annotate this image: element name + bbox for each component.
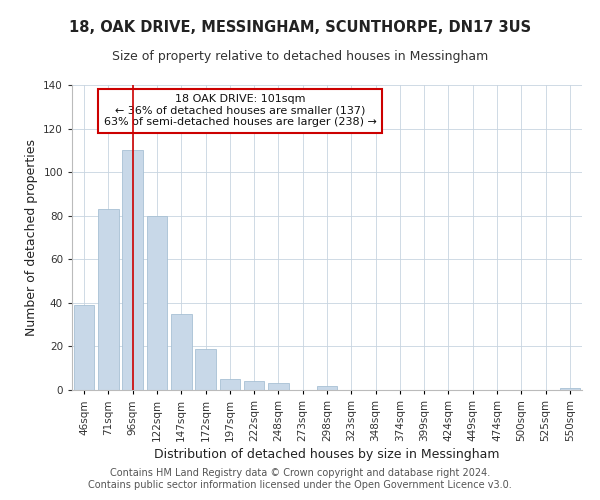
X-axis label: Distribution of detached houses by size in Messingham: Distribution of detached houses by size … [154,448,500,461]
Bar [244,382,265,390]
Y-axis label: Number of detached properties: Number of detached properties [25,139,38,336]
Bar [195,348,216,390]
Bar [98,209,119,390]
Bar [560,388,580,390]
Text: Contains HM Land Registry data © Crown copyright and database right 2024.
Contai: Contains HM Land Registry data © Crown c… [88,468,512,490]
Text: 18, OAK DRIVE, MESSINGHAM, SCUNTHORPE, DN17 3US: 18, OAK DRIVE, MESSINGHAM, SCUNTHORPE, D… [69,20,531,35]
Bar [171,314,191,390]
Text: Size of property relative to detached houses in Messingham: Size of property relative to detached ho… [112,50,488,63]
Bar [122,150,143,390]
Bar [268,384,289,390]
Bar [74,305,94,390]
Bar [146,216,167,390]
Text: 18 OAK DRIVE: 101sqm
← 36% of detached houses are smaller (137)
63% of semi-deta: 18 OAK DRIVE: 101sqm ← 36% of detached h… [104,94,377,128]
Bar [317,386,337,390]
Bar [220,379,240,390]
